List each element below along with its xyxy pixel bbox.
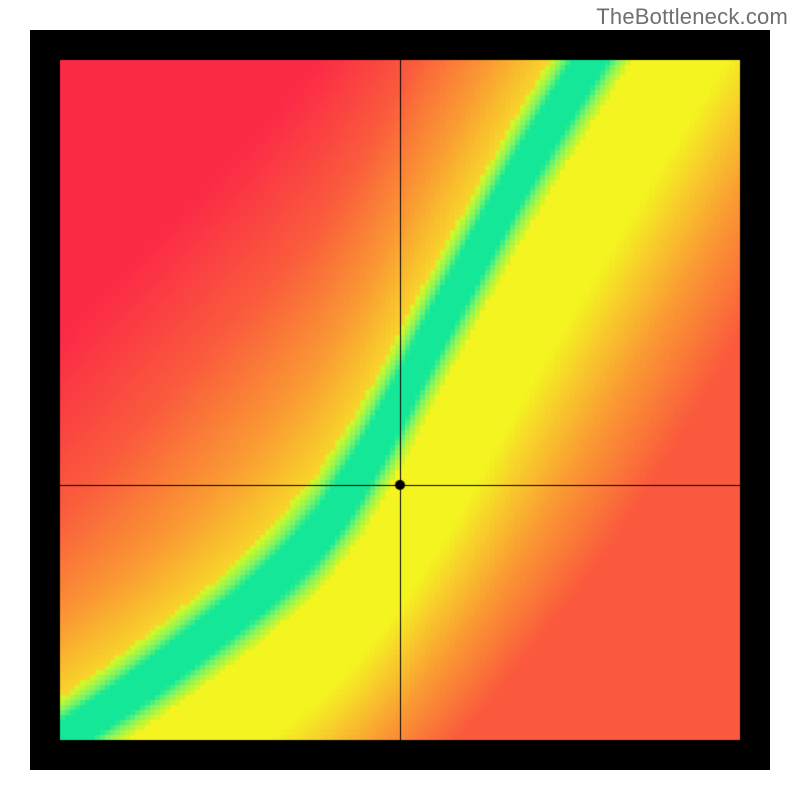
bottleneck-heatmap	[30, 30, 770, 770]
watermark-text: TheBottleneck.com	[596, 4, 788, 30]
